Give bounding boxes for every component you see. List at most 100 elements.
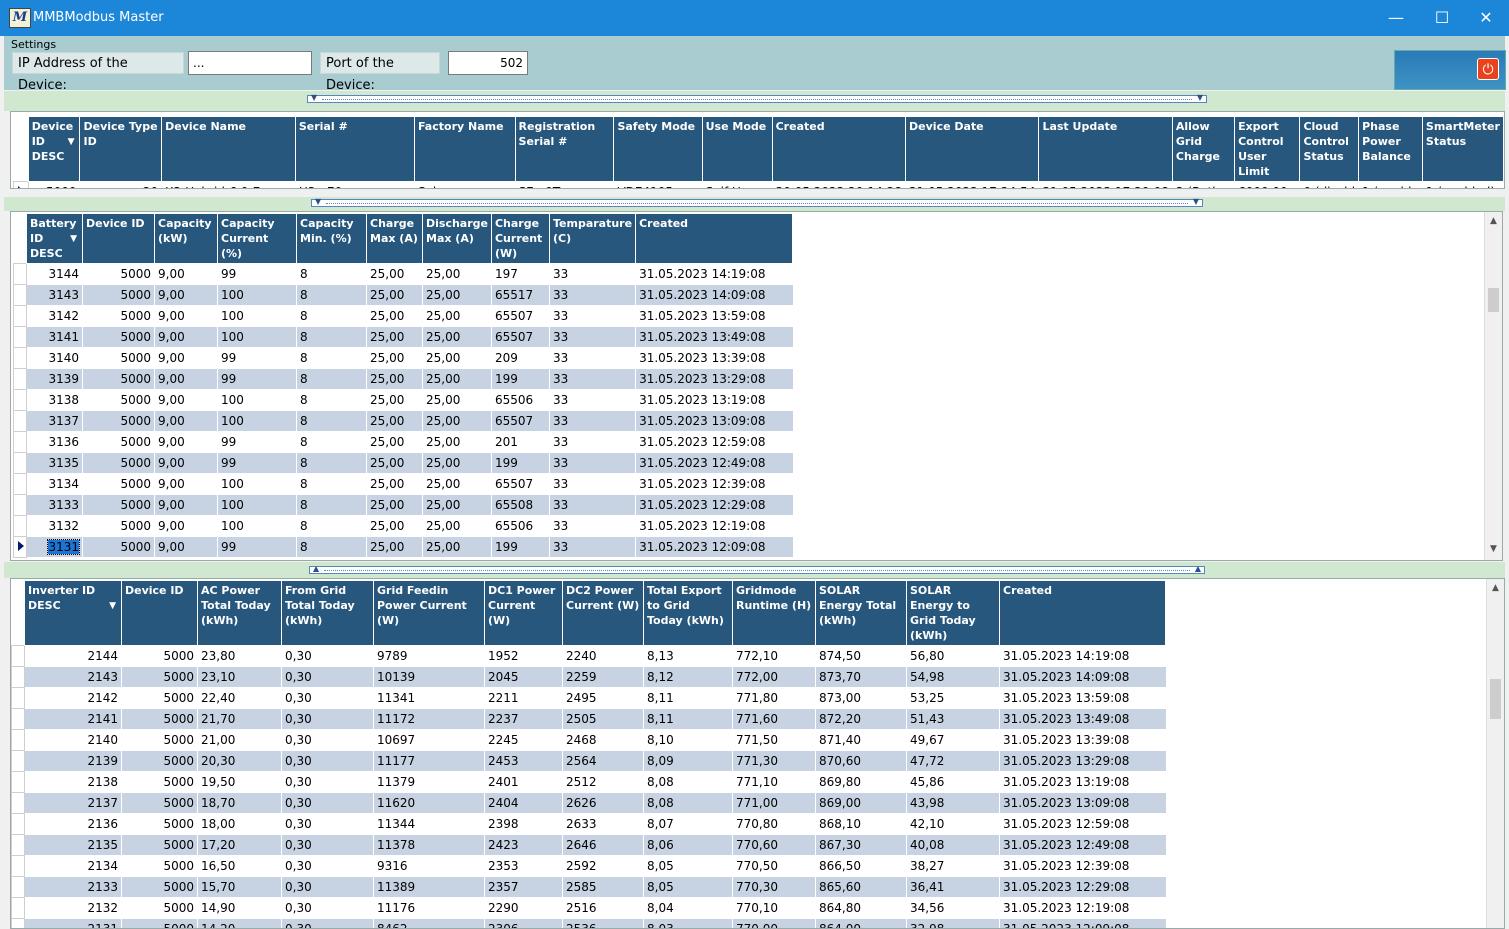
table-row[interactable]: 3139 5000 9,00 99 8 25,00 25,00 199 33 31.05.2023… xyxy=(13,368,793,390)
table-cell[interactable]: 2505 xyxy=(562,708,644,730)
table-cell[interactable]: 18,00 xyxy=(197,813,282,835)
table-cell[interactable]: 8 xyxy=(296,410,367,432)
scroll-up-icon[interactable]: ▲ xyxy=(1490,216,1497,226)
table-cell[interactable]: 33 xyxy=(548,452,636,474)
table-cell[interactable]: 65508 xyxy=(490,494,550,516)
minimize-button[interactable]: — xyxy=(1388,8,1404,27)
table-cell[interactable]: 8462 xyxy=(373,918,485,928)
table-cell[interactable]: 25,00 xyxy=(366,536,423,558)
table-cell[interactable]: 2133 xyxy=(24,876,122,898)
table-cell[interactable]: 5000 xyxy=(82,494,155,516)
table-cell[interactable]: 2045 xyxy=(484,666,563,688)
row-header[interactable] xyxy=(11,813,25,835)
table-cell[interactable]: 2353 xyxy=(484,855,563,877)
column-header[interactable]: Device ID xyxy=(121,580,198,646)
table-cell[interactable]: 873,70 xyxy=(815,666,907,688)
table-cell[interactable]: 65506 xyxy=(490,515,550,537)
table-cell[interactable]: 31.05.2023 14:09:08 xyxy=(635,284,793,306)
table-cell[interactable]: 20 xyxy=(79,181,162,188)
table-cell[interactable]: 5000 xyxy=(121,708,198,730)
table-cell[interactable]: 31.05.2023 13:39:08 xyxy=(999,729,1166,751)
table-cell[interactable]: 771,60 xyxy=(732,708,816,730)
column-header[interactable]: Inverter ID DESC ▼ xyxy=(24,580,122,646)
table-cell[interactable]: 9,00 xyxy=(154,494,218,516)
table-row[interactable]: 2141 5000 21,70 0,30 11172 2237 2505 8,11 771,60… xyxy=(11,708,1166,730)
table-cell[interactable]: 771,30 xyxy=(732,750,816,772)
table-cell[interactable]: 5000 xyxy=(121,792,198,814)
table-cell[interactable]: 25,00 xyxy=(422,410,492,432)
table-cell[interactable]: 5000 xyxy=(121,687,198,709)
table-cell[interactable]: 33 xyxy=(548,263,636,285)
table-cell[interactable]: 8,05 xyxy=(643,855,733,877)
table-cell[interactable]: 8 xyxy=(296,515,367,537)
table-cell[interactable]: 771,00 xyxy=(732,792,816,814)
table-cell[interactable]: 33 xyxy=(548,368,636,390)
table-cell[interactable]: 2453 xyxy=(484,750,563,772)
table-cell[interactable]: 34,56 xyxy=(906,897,1000,919)
table-cell[interactable]: 8 xyxy=(296,473,367,495)
table-cell[interactable]: 0,30 xyxy=(281,708,374,730)
table-cell[interactable]: 8,09 xyxy=(643,750,733,772)
table-cell[interactable]: 2135 xyxy=(24,834,122,856)
row-header[interactable] xyxy=(13,181,29,188)
table-cell[interactable]: 33 xyxy=(548,305,636,327)
table-cell[interactable]: 2585 xyxy=(562,876,644,898)
scroll-thumb[interactable] xyxy=(1488,288,1499,312)
power-button[interactable]: ⏻ xyxy=(1477,58,1499,80)
table-cell[interactable]: 8 xyxy=(296,347,367,369)
table-cell[interactable]: 771,50 xyxy=(732,729,816,751)
table-cell[interactable]: 2626 xyxy=(562,792,644,814)
table-cell[interactable]: 5000 xyxy=(82,536,155,558)
row-header[interactable] xyxy=(11,687,25,709)
table-cell[interactable]: 0,30 xyxy=(281,666,374,688)
table-row[interactable]: 3136 5000 9,00 99 8 25,00 25,00 201 33 31.05.2023… xyxy=(13,431,793,453)
table-cell[interactable]: 6000,00 xyxy=(1234,181,1300,188)
table-row[interactable]: 2135 5000 17,20 0,30 11378 2423 2646 8,06 770,60… xyxy=(11,834,1166,856)
table-row[interactable]: 3142 5000 9,00 100 8 25,00 25,00 65507 33 31.05.2… xyxy=(13,305,793,327)
table-cell[interactable]: 31.05.2023 13:59:08 xyxy=(635,305,793,327)
table-cell[interactable]: 16,50 xyxy=(197,855,282,877)
table-cell[interactable]: 199 xyxy=(490,368,550,390)
table-cell[interactable]: 33 xyxy=(548,326,636,348)
scroll-up-icon[interactable]: ▲ xyxy=(1492,583,1499,593)
row-header[interactable] xyxy=(11,834,25,856)
table-cell[interactable]: 33 xyxy=(548,410,636,432)
table-cell[interactable]: 871,40 xyxy=(815,729,907,751)
table-cell[interactable]: 9,00 xyxy=(154,305,218,327)
table-cell[interactable]: 5000 xyxy=(82,389,155,411)
column-header[interactable]: Discharge Max (A) xyxy=(422,213,492,264)
table-cell[interactable]: 19,50 xyxy=(197,771,282,793)
column-header[interactable]: SOLAR Energy Total (kWh) xyxy=(815,580,907,646)
table-cell[interactable]: 25,00 xyxy=(422,452,492,474)
row-header[interactable] xyxy=(13,431,27,453)
table-cell[interactable]: 5000 xyxy=(82,515,155,537)
table-cell[interactable]: 31.05.2023 12:19:08 xyxy=(635,515,793,537)
table-cell[interactable]: 2211 xyxy=(484,687,563,709)
table-cell[interactable]: 3144 xyxy=(26,263,83,285)
table-cell[interactable]: 201 xyxy=(490,431,550,453)
table-cell[interactable]: 11620 xyxy=(373,792,485,814)
table-row[interactable]: 3138 5000 9,00 100 8 25,00 25,00 65506 33 31.05.2… xyxy=(13,389,793,411)
table-cell[interactable]: 25,00 xyxy=(366,368,423,390)
table-row[interactable]: 500020X3-Hybrid-6.0-EH3...70SolaxSE...9T… xyxy=(13,181,1504,188)
table-cell[interactable]: 2516 xyxy=(562,897,644,919)
table-cell[interactable]: 33 xyxy=(548,536,636,558)
table-cell[interactable]: 10139 xyxy=(373,666,485,688)
splitter-handle-2[interactable]: ▼ ▼ xyxy=(311,197,1203,207)
table-cell[interactable]: 33 xyxy=(548,515,636,537)
table-cell[interactable]: 9,00 xyxy=(154,326,218,348)
table-cell[interactable]: 872,20 xyxy=(815,708,907,730)
table-cell[interactable]: 2306 xyxy=(484,918,563,928)
table-cell[interactable]: 9,00 xyxy=(154,515,218,537)
table-cell[interactable]: 31.05.2023 14:19:08 xyxy=(999,645,1166,667)
table-cell[interactable]: 31.05.2023 14:09:08 xyxy=(999,666,1166,688)
table-cell[interactable]: 5000 xyxy=(82,326,155,348)
table-row[interactable]: 2138 5000 19,50 0,30 11379 2401 2512 8,08 771,10… xyxy=(11,771,1166,793)
column-header[interactable]: Device Type ID xyxy=(79,116,163,182)
table-cell[interactable]: 25,00 xyxy=(366,515,423,537)
table-cell[interactable]: 5000 xyxy=(82,284,155,306)
table-cell[interactable]: 8 xyxy=(296,389,367,411)
table-cell[interactable]: 17,20 xyxy=(197,834,282,856)
table-cell[interactable]: 770,10 xyxy=(732,897,816,919)
table-cell[interactable]: 8 xyxy=(296,326,367,348)
